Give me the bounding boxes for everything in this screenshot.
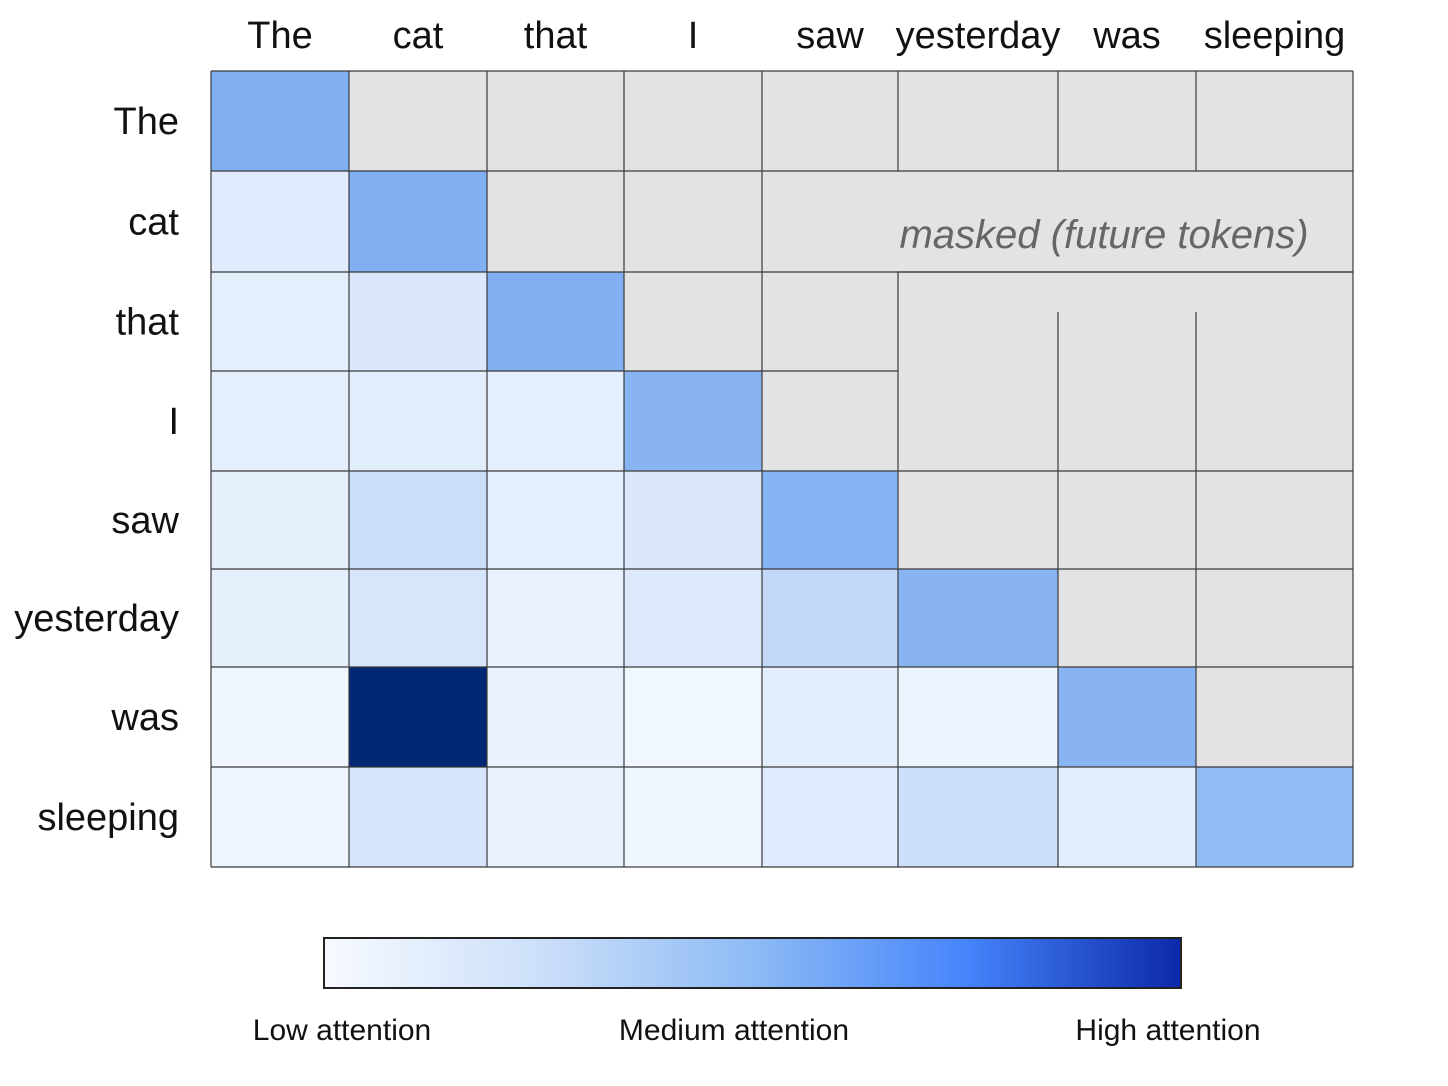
heatmap-cell-6-1 xyxy=(349,667,487,767)
heatmap-cell-6-2 xyxy=(487,667,624,767)
masked-cell-1-7 xyxy=(1196,171,1353,272)
heatmap-cell-3-1 xyxy=(349,371,487,471)
heatmap-cell-2-1 xyxy=(349,272,487,371)
masked-cell-0-5 xyxy=(898,71,1058,171)
column-label-0: The xyxy=(247,15,312,57)
heatmap-cell-6-3 xyxy=(624,667,762,767)
column-label-5: yesterday xyxy=(896,15,1061,57)
heatmap-cell-7-2 xyxy=(487,767,624,867)
masked-cell-2-7 xyxy=(1196,272,1353,371)
heatmap-cell-3-0 xyxy=(211,371,349,471)
heatmap-cell-6-0 xyxy=(211,667,349,767)
masked-cell-2-5 xyxy=(898,272,1058,371)
colorbar xyxy=(323,937,1182,989)
heatmap-cell-6-5 xyxy=(898,667,1058,767)
masked-cell-0-2 xyxy=(487,71,624,171)
row-label-1: cat xyxy=(128,202,179,244)
column-label-6: was xyxy=(1092,15,1161,57)
heatmap-cell-7-1 xyxy=(349,767,487,867)
row-label-2: that xyxy=(116,302,180,344)
colorbar-legend: Low attention Medium attention High atte… xyxy=(253,937,1261,1047)
heatmap-cell-3-3 xyxy=(624,371,762,471)
masked-cell-0-1 xyxy=(349,71,487,171)
masked-cell-0-3 xyxy=(624,71,762,171)
masked-cell-2-4 xyxy=(762,272,898,371)
masked-cell-2-6 xyxy=(1058,272,1196,371)
row-label-6: was xyxy=(110,697,179,739)
colorbar-label-high: High attention xyxy=(1075,1014,1260,1047)
heatmap-cell-7-5 xyxy=(898,767,1058,867)
heatmap-cell-5-5 xyxy=(898,569,1058,667)
masked-cell-2-3 xyxy=(624,272,762,371)
masked-cell-4-5 xyxy=(898,471,1058,569)
heatmap-cell-6-4 xyxy=(762,667,898,767)
heatmap-cell-2-2 xyxy=(487,272,624,371)
column-label-1: cat xyxy=(393,15,444,57)
masked-cell-1-2 xyxy=(487,171,624,272)
heatmap-cell-3-2 xyxy=(487,371,624,471)
colorbar-label-low: Low attention xyxy=(253,1014,431,1047)
heatmap-cell-7-3 xyxy=(624,767,762,867)
masked-cell-4-7 xyxy=(1196,471,1353,569)
masked-cell-6-7 xyxy=(1196,667,1353,767)
heatmap-cell-1-0 xyxy=(211,171,349,272)
row-label-4: saw xyxy=(111,500,179,542)
masked-cell-1-5 xyxy=(898,171,1058,272)
heatmap-cell-7-6 xyxy=(1058,767,1196,867)
column-label-3: I xyxy=(688,15,699,57)
colorbar-label-medium: Medium attention xyxy=(619,1014,849,1047)
masked-cell-4-6 xyxy=(1058,471,1196,569)
masked-cell-3-7 xyxy=(1196,371,1353,471)
heatmap-cell-4-0 xyxy=(211,471,349,569)
heatmap-cell-4-4 xyxy=(762,471,898,569)
heatmap-cell-4-1 xyxy=(349,471,487,569)
masked-cell-1-4 xyxy=(762,171,898,272)
heatmap-cell-7-7 xyxy=(1196,767,1353,867)
heatmap-cell-7-0 xyxy=(211,767,349,867)
masked-cell-3-4 xyxy=(762,371,898,471)
row-label-5: yesterday xyxy=(14,598,179,640)
heatmap-cell-4-2 xyxy=(487,471,624,569)
column-label-4: saw xyxy=(796,15,864,57)
masked-cell-5-6 xyxy=(1058,569,1196,667)
heatmap-cells xyxy=(211,71,1353,867)
masked-cell-0-4 xyxy=(762,71,898,171)
heatmap-cell-4-3 xyxy=(624,471,762,569)
masked-cell-3-5 xyxy=(898,371,1058,471)
row-label-3: I xyxy=(168,401,179,443)
masked-cell-5-7 xyxy=(1196,569,1353,667)
heatmap-cell-5-0 xyxy=(211,569,349,667)
heatmap-cell-5-1 xyxy=(349,569,487,667)
heatmap-cell-5-2 xyxy=(487,569,624,667)
row-label-7: sleeping xyxy=(37,797,179,839)
masked-cell-3-6 xyxy=(1058,371,1196,471)
heatmap-cell-1-1 xyxy=(349,171,487,272)
heatmap-cell-6-6 xyxy=(1058,667,1196,767)
heatmap-cell-5-3 xyxy=(624,569,762,667)
grid-lines xyxy=(210,70,1354,868)
masked-region-label: masked (future tokens) xyxy=(899,213,1308,257)
column-label-2: that xyxy=(524,15,588,57)
masked-cell-0-7 xyxy=(1196,71,1353,171)
heatmap-cell-5-4 xyxy=(762,569,898,667)
heatmap-cell-2-0 xyxy=(211,272,349,371)
masked-cell-0-6 xyxy=(1058,71,1196,171)
heatmap-cell-0-0 xyxy=(211,71,349,171)
masked-cell-1-6 xyxy=(1058,171,1196,272)
row-label-0: The xyxy=(114,101,179,143)
masked-cell-1-3 xyxy=(624,171,762,272)
column-label-7: sleeping xyxy=(1204,15,1346,57)
heatmap-cell-7-4 xyxy=(762,767,898,867)
